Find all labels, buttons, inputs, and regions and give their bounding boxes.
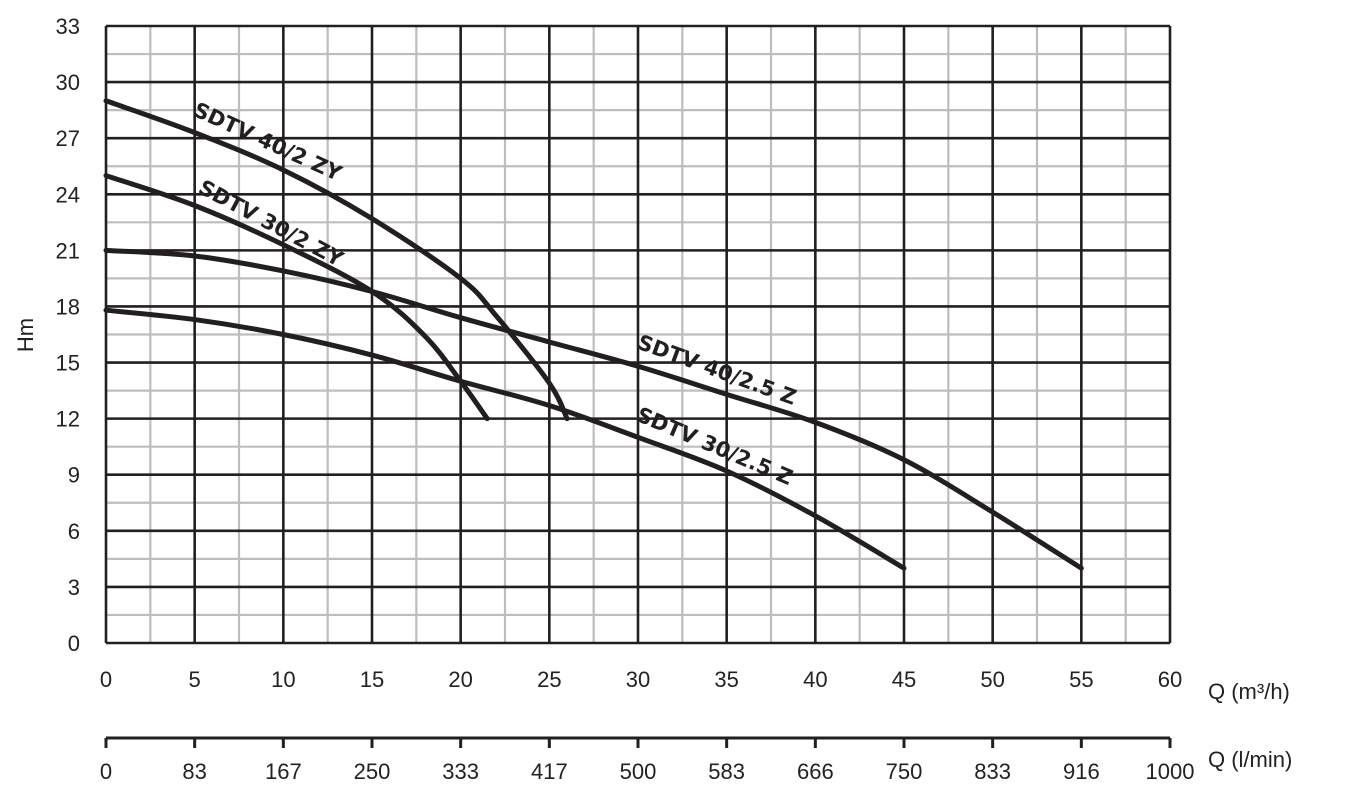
x-axis-title: Q (m³/h) [1208, 679, 1290, 704]
x2-tick-label: 83 [182, 759, 206, 784]
x-tick-label: 20 [448, 667, 472, 692]
x2-tick-label: 417 [531, 759, 568, 784]
y-tick-label: 18 [56, 294, 80, 319]
y-tick-label: 0 [68, 631, 80, 656]
x-tick-label: 25 [537, 667, 561, 692]
x-tick-label: 30 [626, 667, 650, 692]
x2-tick-label: 500 [620, 759, 657, 784]
x-tick-label: 10 [271, 667, 295, 692]
y-tick-label: 6 [68, 519, 80, 544]
x-tick-label: 40 [803, 667, 827, 692]
x-tick-label: 0 [100, 667, 112, 692]
y-tick-label: 9 [68, 463, 80, 488]
x-tick-label: 15 [360, 667, 384, 692]
y-tick-label: 27 [56, 126, 80, 151]
x-tick-label: 50 [980, 667, 1004, 692]
x2-tick-label: 0 [100, 759, 112, 784]
x2-tick-label: 750 [886, 759, 923, 784]
x2-axis-title: Q (l/min) [1208, 747, 1292, 772]
x2-tick-label: 250 [354, 759, 391, 784]
tick-labels: 0 3 6 9 12 15 18 21 24 27 30 33 0 5 10 15 20 25 30 35 40 45 50… [56, 14, 1183, 692]
curve-series-2 [103, 173, 490, 422]
y-tick-label: 33 [56, 14, 80, 39]
x2-tick-label: 916 [1063, 759, 1100, 784]
x-tick-label: 60 [1158, 667, 1182, 692]
curve-label-series-3: SDTV 40/2.5 Z [634, 330, 799, 410]
x-tick-label: 55 [1069, 667, 1093, 692]
curve-series-1 [103, 98, 570, 422]
curves [103, 98, 1084, 571]
x2-tick-label: 167 [265, 759, 302, 784]
x-tick-label: 35 [714, 667, 738, 692]
x2-tick-label: 583 [708, 759, 745, 784]
y-tick-label: 12 [56, 407, 80, 432]
y-tick-label: 3 [68, 575, 80, 600]
grid [104, 24, 1172, 645]
x2-tick-label: 333 [442, 759, 479, 784]
x-tick-label: 45 [892, 667, 916, 692]
curve-series-3 [103, 247, 1084, 571]
y-tick-label: 21 [56, 238, 80, 263]
x-tick-label: 5 [189, 667, 201, 692]
curve-series-4 [103, 307, 907, 571]
y-axis-title: Hm [13, 318, 38, 352]
x2-tick-label: 833 [974, 759, 1011, 784]
x2-tick-label: 666 [797, 759, 834, 784]
y-tick-label: 15 [56, 351, 80, 376]
y-tick-label: 30 [56, 70, 80, 95]
x2-tick-label: 1000 [1146, 759, 1195, 784]
y-tick-label: 24 [56, 182, 80, 207]
secondary-x-axis: 0 83 167 250 333 417 500 583 666 750 833 916 1000 [100, 736, 1195, 784]
